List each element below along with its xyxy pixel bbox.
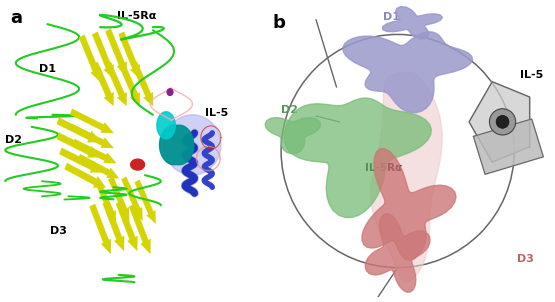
Circle shape [490, 109, 516, 135]
Polygon shape [284, 98, 431, 217]
Text: D2: D2 [6, 135, 22, 146]
Polygon shape [122, 177, 142, 220]
Polygon shape [92, 32, 113, 79]
Polygon shape [89, 204, 111, 254]
Polygon shape [382, 7, 442, 39]
Polygon shape [116, 201, 137, 251]
Polygon shape [57, 118, 100, 142]
Polygon shape [92, 62, 113, 106]
Polygon shape [103, 201, 124, 251]
Polygon shape [160, 125, 194, 165]
Polygon shape [59, 148, 103, 172]
Polygon shape [371, 72, 442, 282]
Text: D3: D3 [49, 226, 67, 236]
Polygon shape [157, 112, 175, 139]
Text: a: a [11, 9, 23, 27]
Polygon shape [95, 180, 116, 223]
Polygon shape [132, 62, 153, 106]
Polygon shape [105, 29, 127, 76]
Polygon shape [79, 35, 100, 82]
Polygon shape [70, 124, 113, 148]
Polygon shape [65, 163, 105, 187]
Text: D2: D2 [281, 105, 298, 115]
Polygon shape [70, 109, 113, 133]
Polygon shape [105, 62, 127, 106]
Polygon shape [164, 115, 221, 175]
Text: D1: D1 [39, 64, 56, 75]
Text: IL-5: IL-5 [205, 108, 228, 118]
Polygon shape [365, 214, 430, 292]
Polygon shape [119, 32, 140, 79]
Text: IL-5: IL-5 [520, 70, 543, 80]
Polygon shape [135, 180, 155, 223]
Polygon shape [265, 117, 320, 154]
Polygon shape [119, 62, 140, 106]
Text: IL-5Rα: IL-5Rα [365, 163, 402, 173]
Circle shape [167, 89, 173, 95]
Text: IL-5Rα: IL-5Rα [118, 11, 157, 21]
Polygon shape [469, 82, 529, 162]
Polygon shape [78, 154, 119, 178]
Polygon shape [362, 149, 456, 260]
Polygon shape [108, 177, 129, 220]
Text: D1: D1 [384, 12, 400, 22]
Polygon shape [129, 204, 150, 254]
Polygon shape [343, 32, 472, 113]
Text: D3: D3 [517, 254, 534, 264]
Polygon shape [473, 119, 543, 174]
Text: b: b [273, 14, 285, 32]
Polygon shape [130, 159, 144, 170]
Circle shape [496, 115, 509, 128]
Polygon shape [57, 133, 100, 157]
Polygon shape [73, 139, 116, 163]
